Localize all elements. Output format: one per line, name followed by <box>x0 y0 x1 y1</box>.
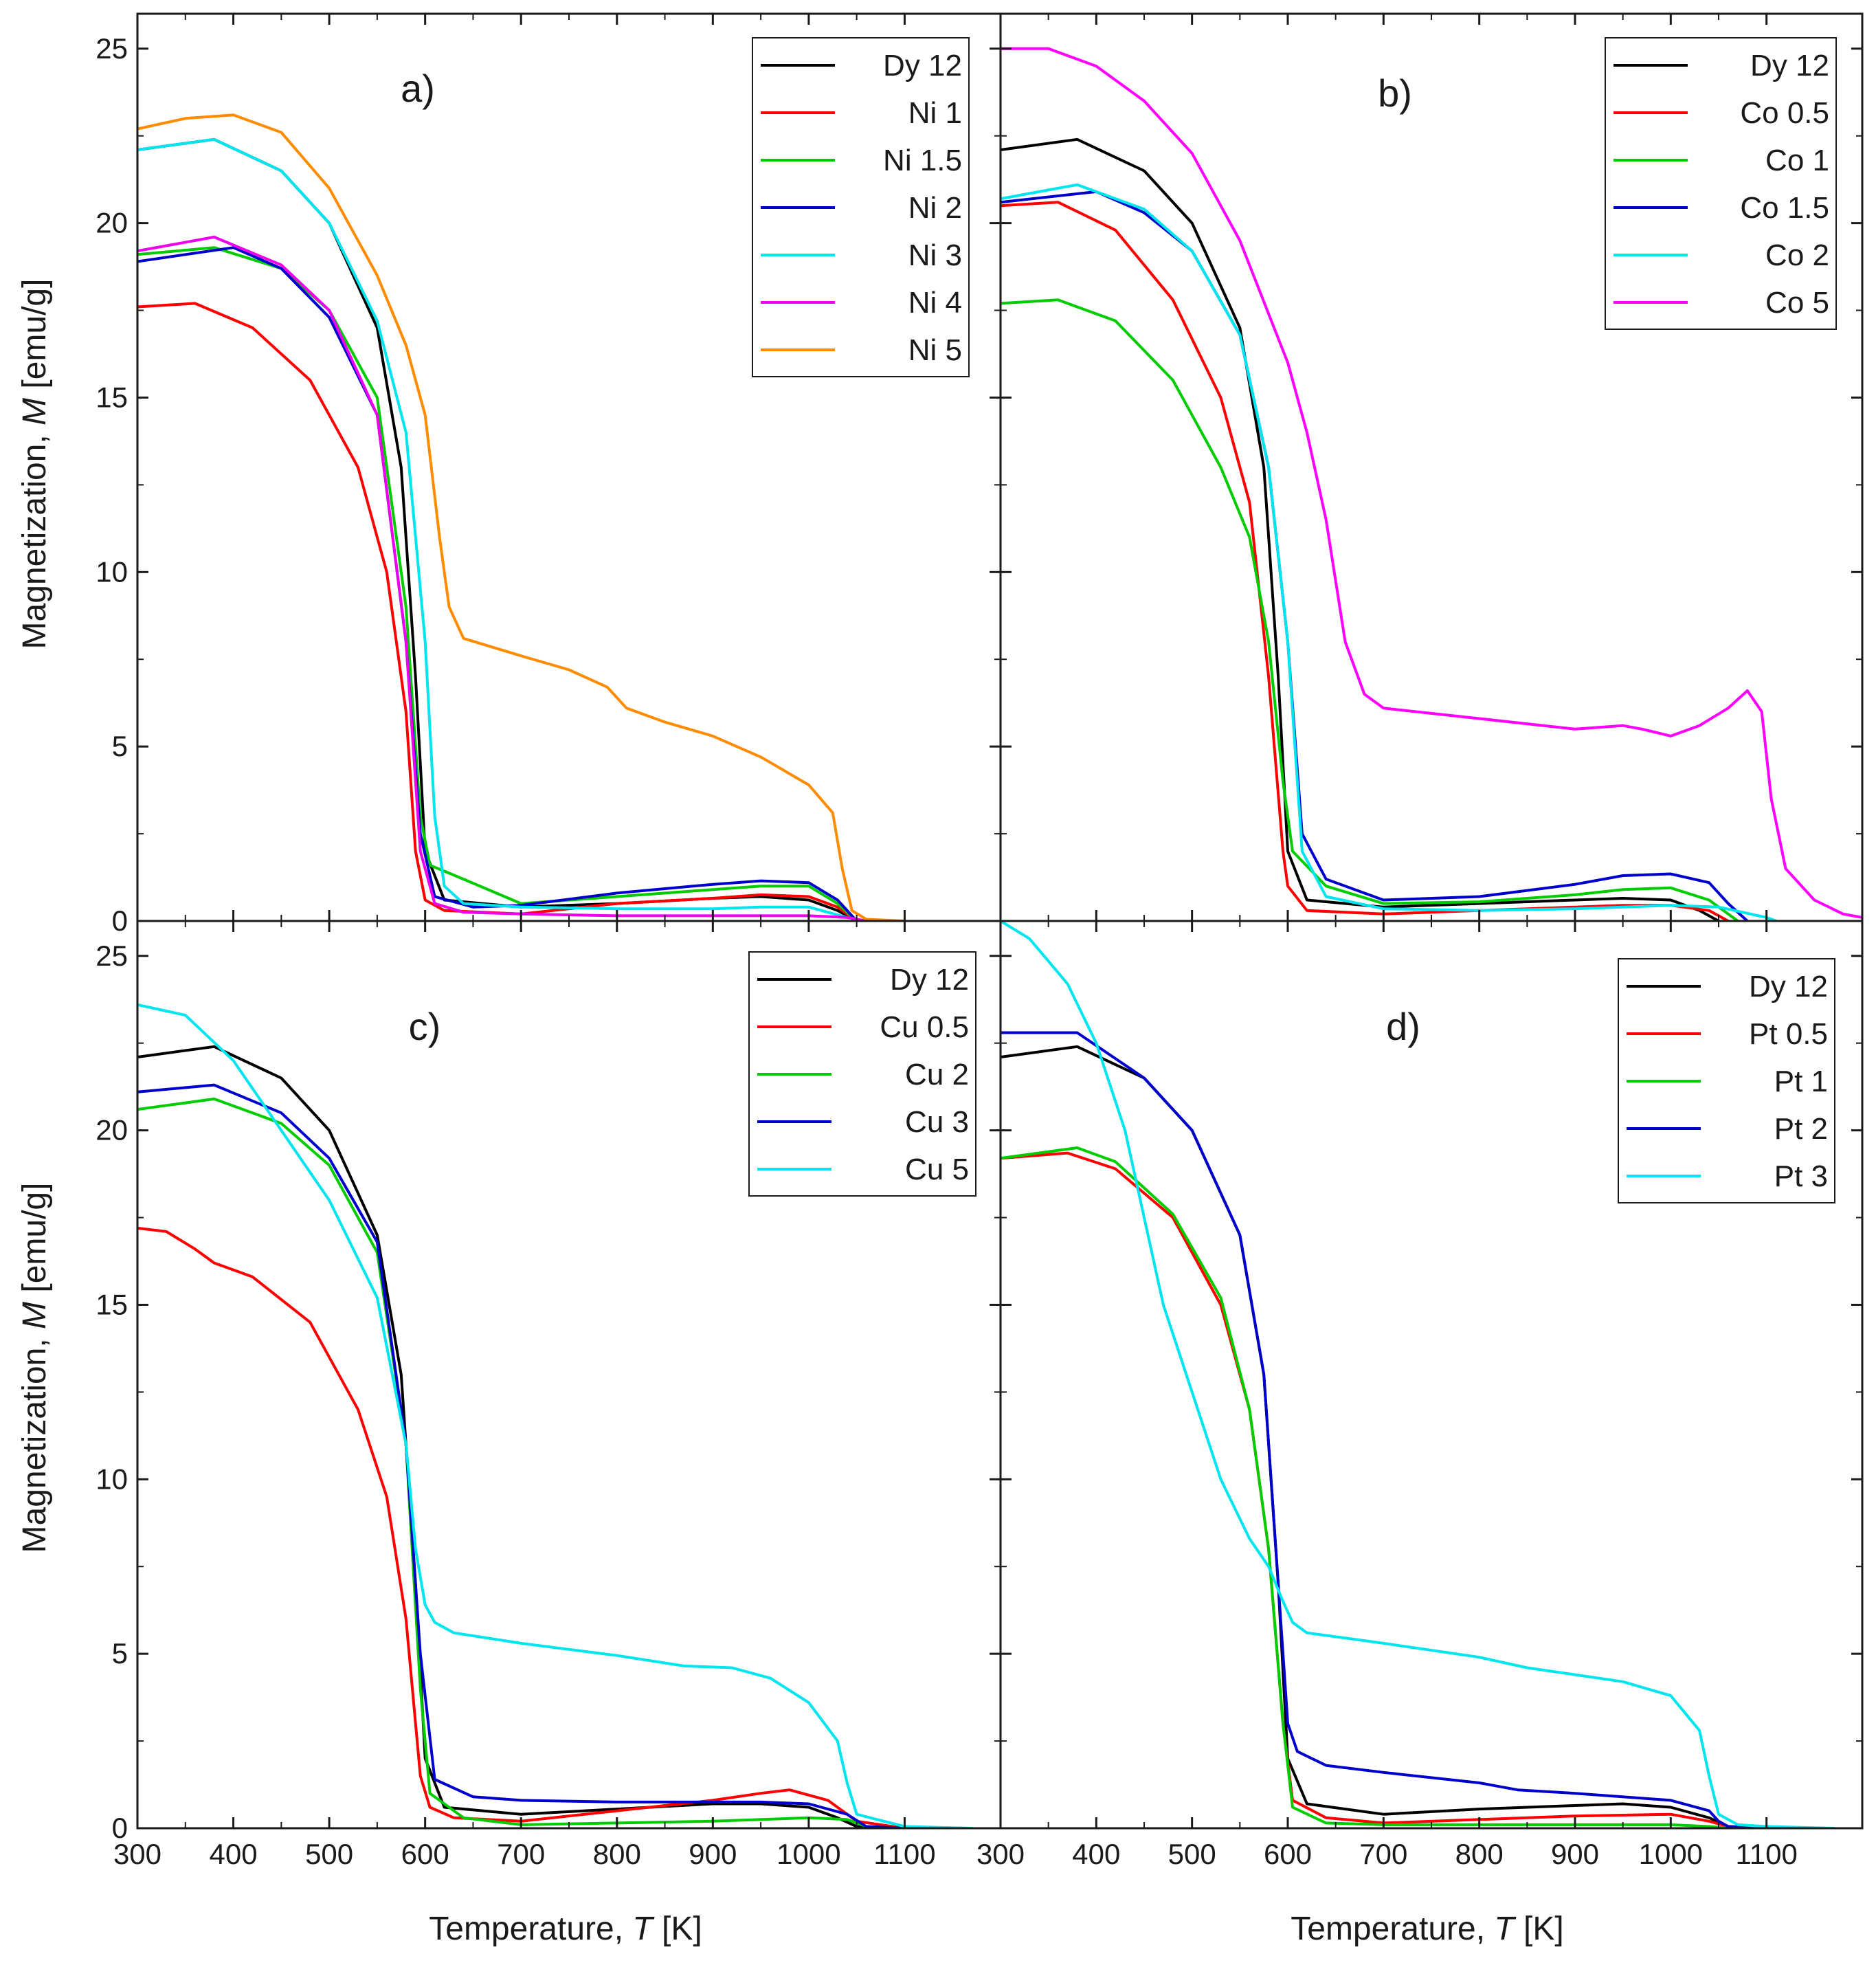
series-line-cu-2 <box>137 1097 906 1828</box>
series-line-ni-5 <box>137 113 906 921</box>
x-tick-label: 300 <box>113 1838 161 1870</box>
x-tick-label: 600 <box>1264 1838 1312 1870</box>
legend: Dy 12 Ni 1 Ni 1.5 Ni 2 Ni 3 Ni 4 Ni 5 <box>752 37 970 377</box>
y-tick-label: 15 <box>96 381 128 413</box>
series-line-co-2 <box>1001 183 1778 921</box>
y-tick-label: 25 <box>96 32 128 65</box>
series-line-pt-1 <box>1001 1146 1768 1828</box>
y-tick-label: 25 <box>96 940 128 972</box>
x-tick-label: 300 <box>976 1838 1025 1870</box>
y-tick-label: 0 <box>112 1812 128 1844</box>
series-line-co-1 <box>1001 298 1739 921</box>
series-line-cu-5 <box>137 1003 974 1828</box>
x-tick-label: 700 <box>1359 1838 1407 1870</box>
y-tick-label: 5 <box>112 1637 128 1669</box>
x-tick-label: 1000 <box>777 1838 840 1870</box>
legend-label: Dy 12 <box>890 963 969 997</box>
x-tick-label: 500 <box>305 1838 353 1870</box>
x-tick-label: 800 <box>593 1838 641 1870</box>
y-tick-label: 20 <box>96 207 128 239</box>
legend-label: Co 1 <box>1765 144 1829 177</box>
x-tick-label: 900 <box>1551 1838 1599 1870</box>
panel-label: b) <box>1378 71 1412 115</box>
legend-label: Co 5 <box>1765 286 1829 320</box>
series-line-pt-3 <box>1001 921 1835 1828</box>
panel-b: b) Dy 12 Co 0.5 Co 1 Co 1.5 Co 2 Co 5 <box>999 12 1864 922</box>
legend-label: Ni 3 <box>908 238 962 272</box>
legend-label: Pt 0.5 <box>1749 1017 1828 1051</box>
series-line-pt-0-5 <box>1001 1151 1768 1828</box>
series-line-co-5 <box>1001 47 1862 919</box>
x-tick-label: 400 <box>1072 1838 1120 1870</box>
y-tick-label: 0 <box>112 904 128 937</box>
y-tick-label: 15 <box>96 1288 128 1320</box>
y-tick-label: 20 <box>96 1114 128 1146</box>
legend-label: Pt 1 <box>1774 1065 1828 1098</box>
legend-label: Co 2 <box>1765 238 1829 272</box>
panel-a: 0 5 10 15 20 25 a) Dy 12 Ni 1 Ni 1.5 Ni 2 Ni 3 Ni 4 N… <box>96 12 1002 937</box>
legend: Dy 12 Co 0.5 Co 1 Co 1.5 Co 2 Co 5 <box>1605 37 1837 330</box>
panel-label: d) <box>1386 1005 1420 1048</box>
panels-layer: 0 5 10 15 20 25 a) Dy 12 Ni 1 Ni 1.5 Ni 2 Ni 3 Ni 4 N… <box>96 12 1864 1870</box>
legend-label: Cu 2 <box>905 1058 969 1091</box>
x-tick-label: 900 <box>689 1838 737 1870</box>
legend-label: Cu 5 <box>905 1153 969 1186</box>
series-line-cu-0-5 <box>137 1226 906 1828</box>
series-group <box>137 113 906 921</box>
y-tick-label: 10 <box>96 555 128 588</box>
legend-label: Pt 2 <box>1774 1112 1828 1146</box>
legend-label: Co 0.5 <box>1740 96 1829 130</box>
series-line-ni-1-5 <box>137 246 858 921</box>
legend: Dy 12 Cu 0.5 Cu 2 Cu 3 Cu 5 <box>748 951 976 1197</box>
legend-label: Ni 4 <box>908 286 962 320</box>
legend-label: Cu 0.5 <box>880 1010 969 1044</box>
legend-label: Dy 12 <box>1749 970 1828 1003</box>
series-line-ni-1 <box>137 302 858 921</box>
y-axis-title-top: Magnetization, M [emu/g] <box>16 279 53 650</box>
legend-box <box>1605 37 1837 330</box>
series-line-pt-2 <box>1001 1031 1768 1828</box>
legend: Dy 12 Pt 0.5 Pt 1 Pt 2 Pt 3 <box>1618 958 1835 1203</box>
panel-d: 300 400 500 600 700 800 900 1000 1100 d) Dy 12 Pt 0… <box>976 920 1864 1870</box>
x-tick-label: 1100 <box>1736 1838 1798 1870</box>
series-line-ni-4 <box>137 235 868 921</box>
legend-label: Ni 2 <box>908 191 962 225</box>
series-group <box>1001 921 1835 1828</box>
x-axis-title-right: Temperature, T [K] <box>1291 1911 1564 1947</box>
panel-c: 0 5 10 15 20 25 300 400 500 600 700 800 900 1000 1100 c… <box>96 920 1002 1870</box>
panel-label: c) <box>409 1005 441 1048</box>
series-line-cu-3 <box>137 1083 906 1828</box>
series-group <box>137 1003 974 1828</box>
legend-label: Dy 12 <box>883 49 962 82</box>
legend-label: Cu 3 <box>905 1105 969 1139</box>
x-tick-label: 800 <box>1455 1838 1504 1870</box>
series-group <box>1001 47 1862 921</box>
x-axis-title-left: Temperature, T [K] <box>429 1911 702 1947</box>
legend-label: Pt 3 <box>1774 1159 1828 1193</box>
y-tick-label: 5 <box>112 730 128 762</box>
panel-label: a) <box>401 67 435 110</box>
x-tick-label: 400 <box>210 1838 258 1870</box>
legend-label: Ni 1 <box>908 96 962 130</box>
x-tick-label: 600 <box>401 1838 449 1870</box>
y-axis-title-bottom: Magnetization, M [emu/g] <box>16 1183 53 1553</box>
series-line-ni-3 <box>137 137 868 921</box>
legend-label: Dy 12 <box>1750 49 1829 82</box>
series-line-ni-2 <box>137 246 858 921</box>
x-tick-label: 1100 <box>873 1838 935 1870</box>
y-tick-label: 10 <box>96 1463 128 1495</box>
legend-label: Ni 1.5 <box>883 144 962 177</box>
x-tick-label: 1000 <box>1639 1838 1703 1870</box>
x-tick-label: 700 <box>497 1838 545 1870</box>
x-tick-label: 500 <box>1168 1838 1216 1870</box>
legend-label: Ni 5 <box>908 333 962 367</box>
legend-label: Co 1.5 <box>1740 191 1829 225</box>
series-line-dy-12 <box>1001 137 1720 921</box>
